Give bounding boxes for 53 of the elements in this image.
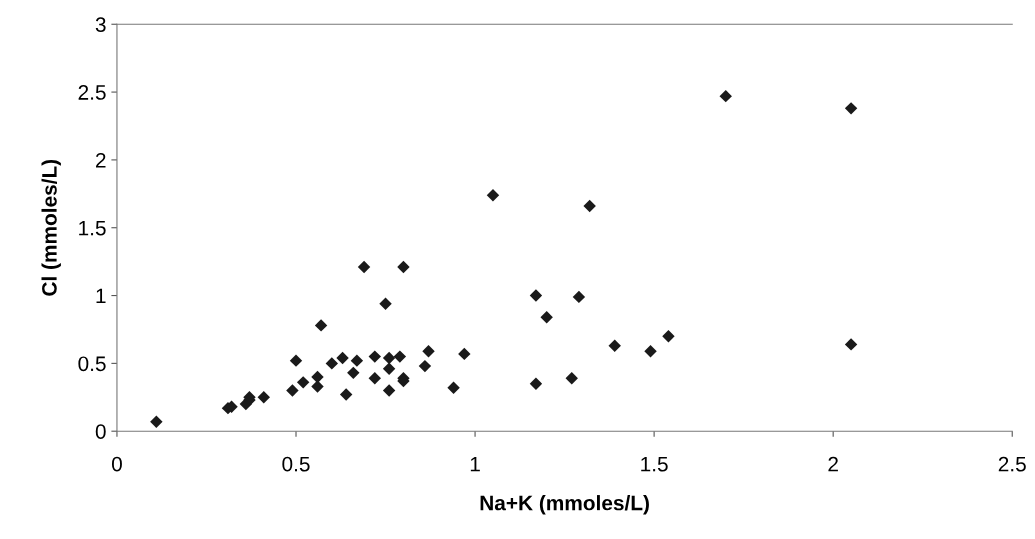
point (347, 366, 360, 380)
point (286, 384, 299, 397)
point (382, 362, 396, 376)
point (350, 354, 364, 367)
y-tick-label: 1.5 (79, 220, 106, 236)
point (458, 347, 471, 361)
point (422, 344, 435, 358)
point (257, 391, 270, 404)
point (325, 357, 339, 370)
point (296, 376, 310, 389)
point (368, 350, 382, 363)
point (393, 350, 407, 363)
y-tick-label: 3 (95, 17, 106, 33)
point (382, 351, 396, 365)
x-tick-label: 2.5 (998, 456, 1026, 472)
point (486, 188, 500, 202)
y-axis-title: Cl (mmoles/L) (41, 159, 61, 296)
y-tick-label: 2 (96, 152, 106, 168)
point (379, 297, 392, 310)
x-tick-label: 0 (111, 456, 122, 472)
point (565, 372, 578, 385)
point (336, 351, 349, 365)
y-tick-label: 0 (95, 424, 106, 439)
point (339, 388, 353, 401)
point (397, 260, 410, 274)
point (357, 260, 371, 274)
point (289, 354, 303, 367)
point (529, 377, 543, 390)
point (311, 380, 324, 393)
point (572, 290, 586, 304)
point (662, 330, 675, 343)
point (382, 384, 396, 397)
x-tick-label: 0.5 (282, 456, 310, 472)
point (608, 339, 621, 352)
y-tick-label: 0.5 (78, 356, 106, 372)
x-tick-label: 1.5 (641, 456, 668, 472)
point (540, 311, 553, 324)
x-tick-label: 1 (470, 456, 480, 472)
x-tick-label: 2 (828, 456, 838, 472)
point (150, 415, 163, 428)
point (844, 102, 858, 115)
point (418, 359, 432, 373)
y-tick-label: 1 (96, 288, 106, 304)
x-axis-title: Na+K (mmoles/L) (480, 495, 649, 515)
point (644, 344, 657, 358)
point (844, 338, 858, 351)
point (529, 289, 543, 302)
point (368, 372, 382, 385)
point (583, 199, 596, 213)
point (314, 319, 328, 332)
point (719, 89, 732, 103)
y-tick-label: 2.5 (78, 85, 106, 100)
point (447, 381, 460, 394)
